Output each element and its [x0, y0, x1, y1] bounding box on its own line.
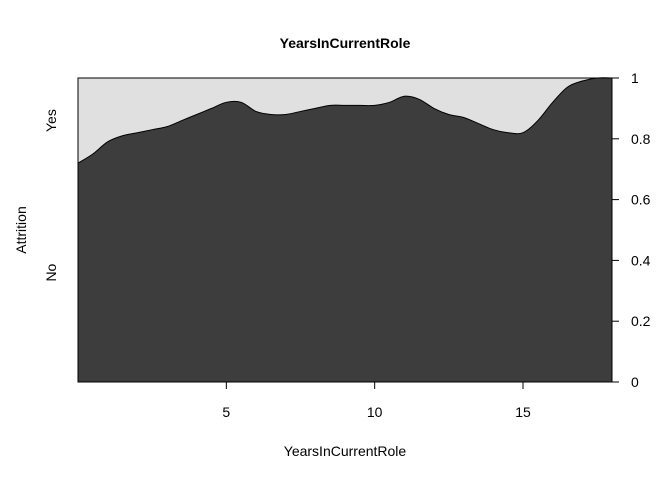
y-tick-label: 0.6 [631, 192, 651, 208]
y-tick-label: 0.2 [631, 313, 651, 329]
y-axis-label: Attrition [13, 206, 29, 253]
area-yes [78, 77, 612, 164]
area-no [78, 77, 612, 383]
category-label-yes: Yes [43, 109, 59, 132]
category-label-no: No [43, 263, 59, 281]
y-tick-label: 1 [631, 70, 639, 86]
boundary-line [77, 77, 613, 164]
x-tick-label: 10 [367, 404, 383, 420]
y-tick-label: 0 [631, 374, 639, 390]
x-tick-label: 5 [222, 404, 230, 420]
x-axis: 5 10 15 [222, 381, 531, 420]
x-tick-label: 15 [515, 404, 531, 420]
y-axis-right: 0 0.2 0.4 0.6 0.8 1 [611, 70, 651, 390]
y-tick-label: 0.4 [631, 252, 651, 268]
x-axis-label: YearsInCurrentRole [284, 443, 407, 459]
y-tick-label: 0.8 [631, 131, 651, 147]
chart-title: YearsInCurrentRole [280, 35, 411, 51]
